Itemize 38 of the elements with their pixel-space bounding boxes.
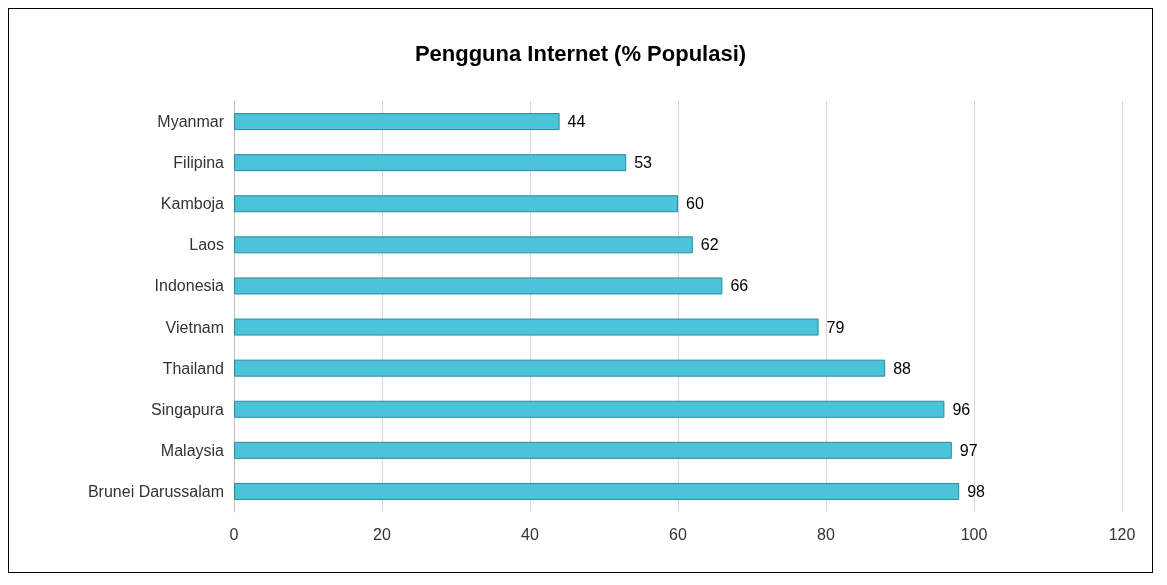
y-tick-label: Laos [189, 236, 224, 254]
bar [234, 277, 723, 295]
data-label: 44 [567, 113, 586, 131]
x-tick-label: 100 [960, 525, 988, 543]
y-tick-label: Myanmar [157, 113, 225, 131]
bar [234, 400, 945, 418]
data-label: 79 [826, 318, 845, 336]
x-tick-label: 0 [229, 525, 239, 543]
bar [234, 113, 560, 131]
data-label: 53 [634, 154, 653, 172]
x-tick-label: 40 [521, 525, 539, 543]
bar [234, 195, 678, 213]
y-tick-label: Malaysia [160, 441, 225, 459]
y-tick-label: Filipina [173, 154, 225, 172]
y-tick-label: Kamboja [160, 195, 225, 213]
y-tick-label: Indonesia [154, 277, 225, 295]
x-tick-label: 80 [817, 525, 835, 543]
y-tick-label: Singapura [151, 400, 225, 418]
y-tick-label: Vietnam [165, 318, 224, 336]
data-label: 98 [967, 482, 986, 500]
data-label: 96 [952, 400, 971, 418]
y-tick-label: Thailand [162, 359, 224, 377]
bar [234, 441, 952, 459]
chart-title: Pengguna Internet (% Populasi) [414, 40, 747, 66]
bar [234, 318, 819, 336]
data-label: 66 [730, 277, 749, 295]
x-tick-label: 20 [373, 525, 391, 543]
x-tick-label: 60 [669, 525, 687, 543]
bar [234, 482, 960, 500]
bar [234, 154, 627, 172]
bar [234, 359, 886, 377]
bar [234, 236, 693, 254]
data-label: 60 [686, 195, 704, 213]
x-tick-label: 120 [1108, 525, 1136, 543]
y-tick-label: Brunei Darussalam [87, 482, 224, 500]
data-label: 97 [959, 441, 978, 459]
data-label: 62 [700, 236, 719, 254]
data-label: 88 [893, 359, 912, 377]
